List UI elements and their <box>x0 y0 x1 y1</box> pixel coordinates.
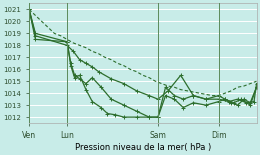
X-axis label: Pression niveau de la mer( hPa ): Pression niveau de la mer( hPa ) <box>75 143 211 152</box>
